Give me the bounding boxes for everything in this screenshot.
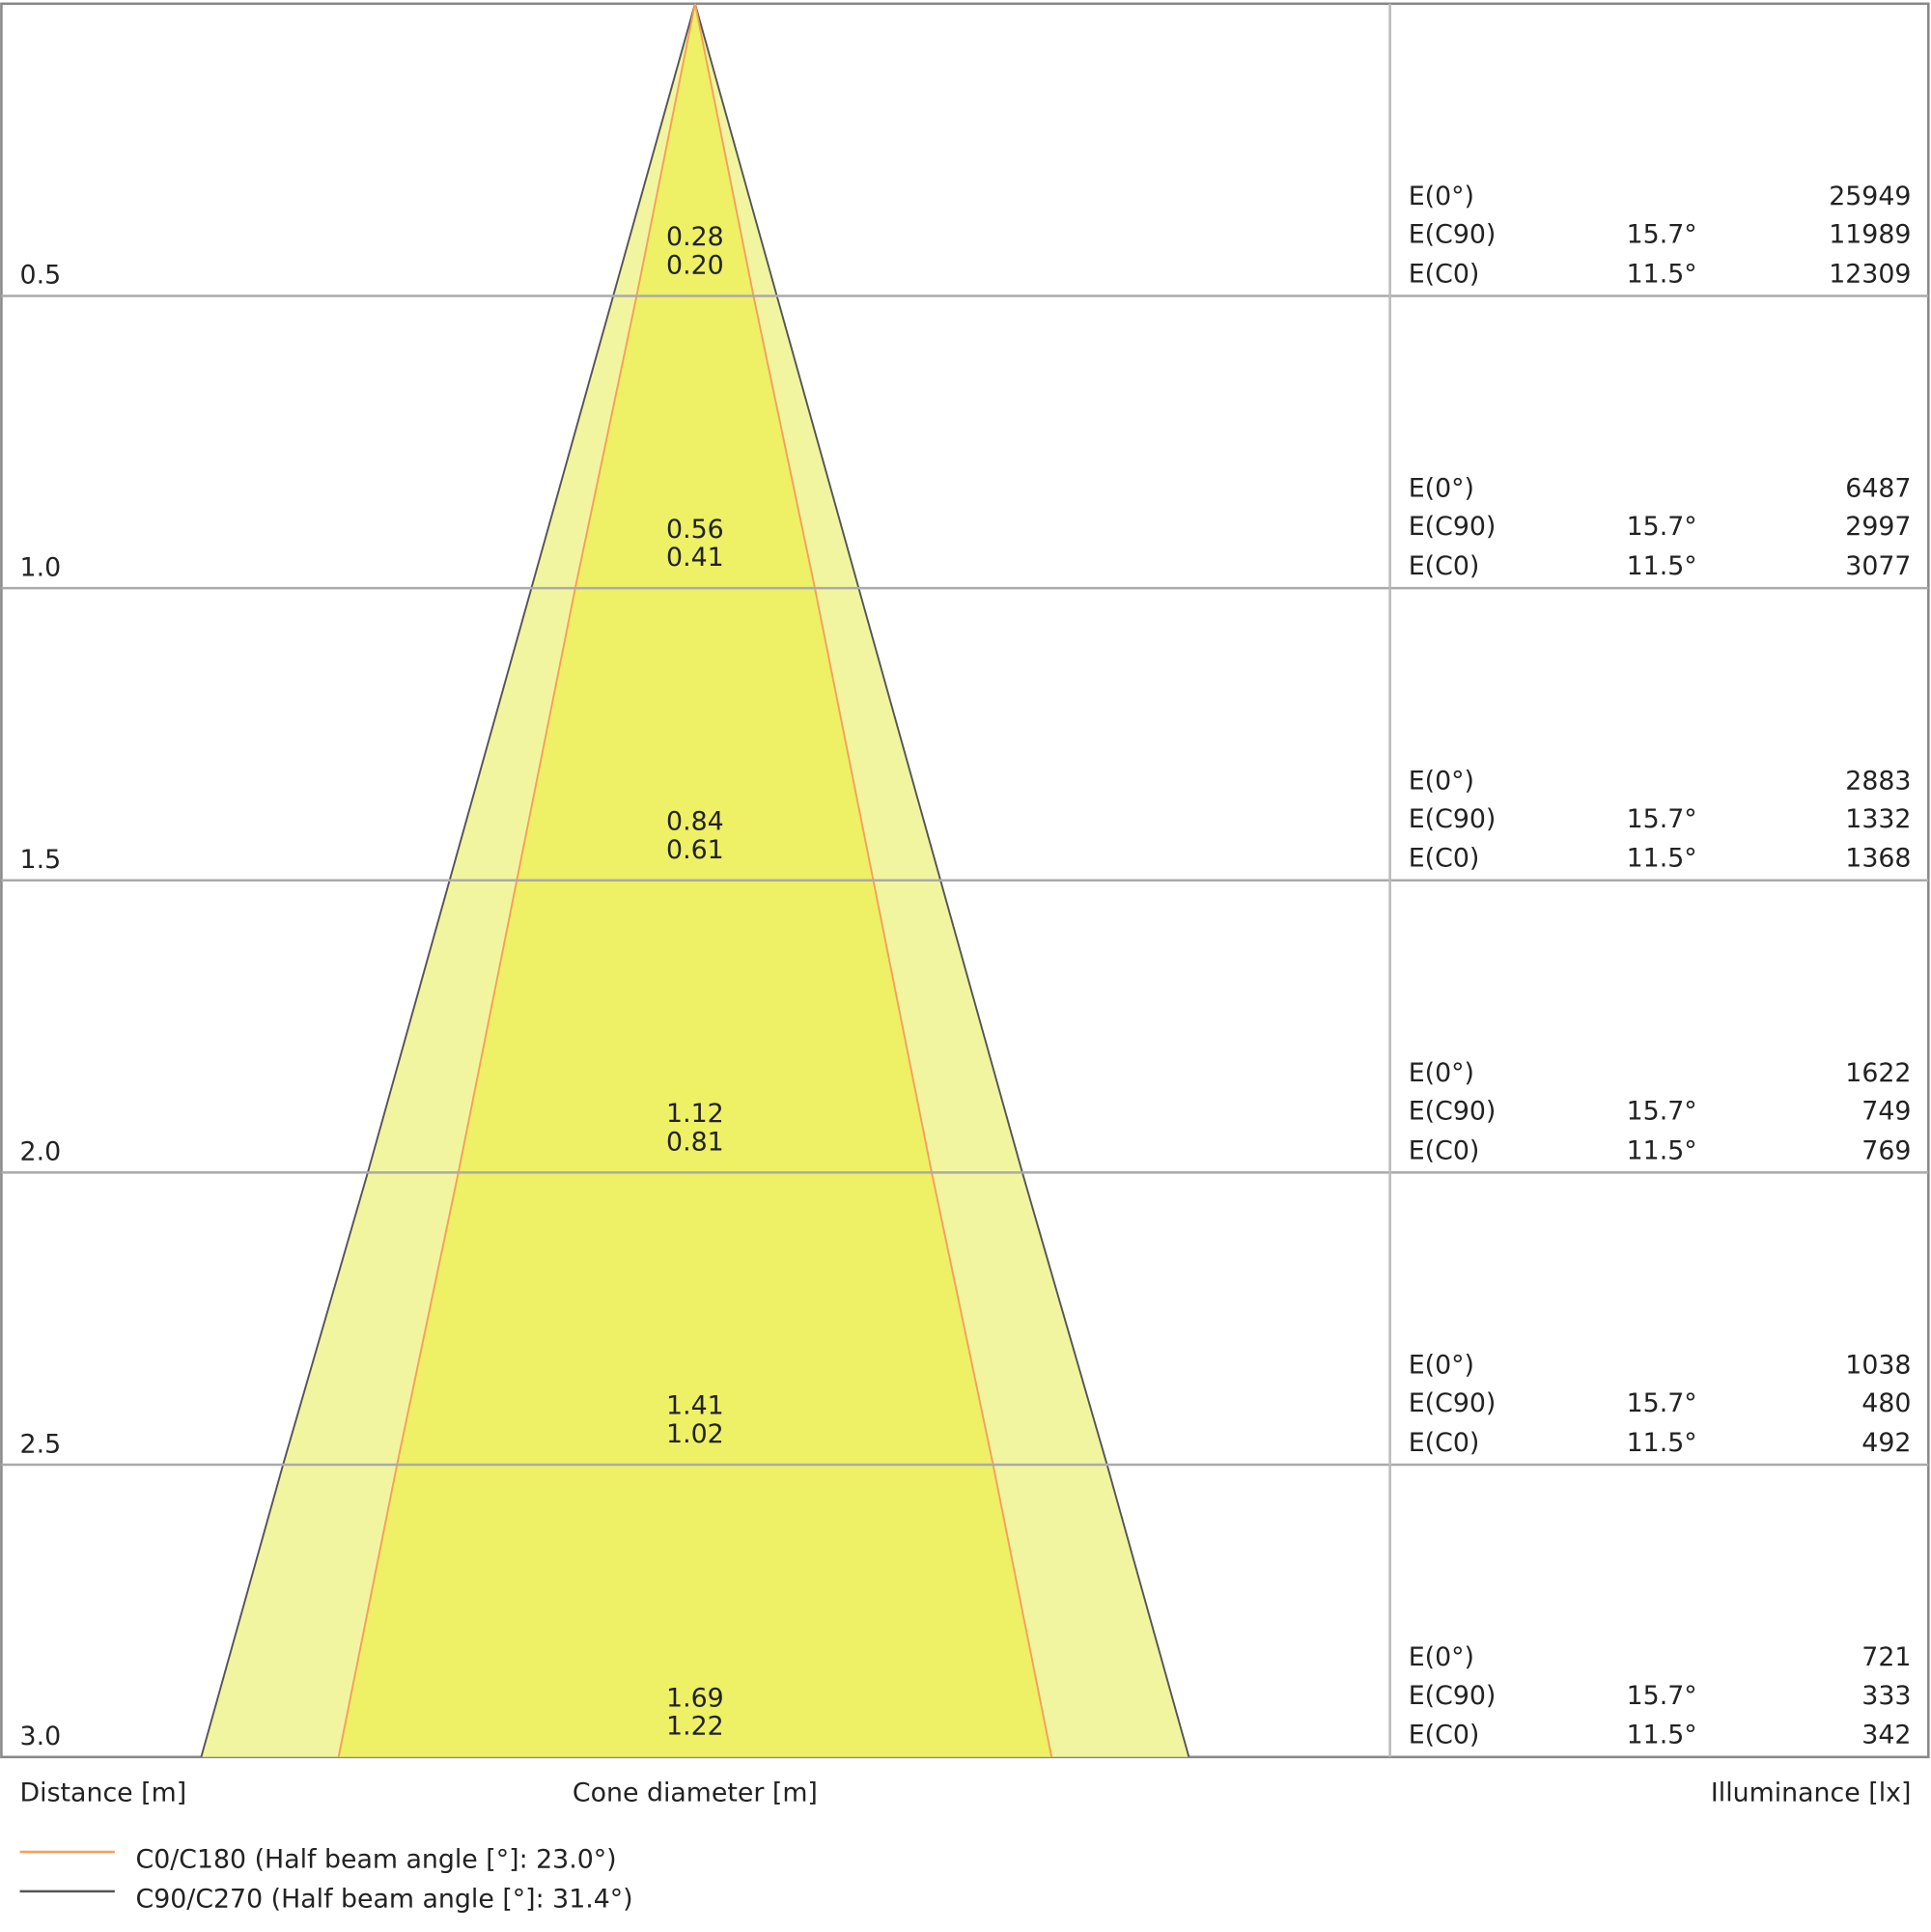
diameter-c0: 1.02 [666,1419,724,1449]
illuminance-label: Illuminance [lx] [1711,1778,1912,1808]
angle: 15.7° [1627,1681,1697,1711]
illuminance: 25949 [1829,182,1911,211]
illuminance: 721 [1861,1642,1911,1672]
diameter-c0: 0.61 [666,835,724,865]
illuminance: 480 [1861,1388,1911,1418]
row-label: E(C0) [1409,551,1480,581]
row-label: E(C0) [1409,1135,1480,1165]
row-label: E(C90) [1409,1388,1497,1418]
row-label: E(C0) [1409,1428,1480,1458]
row-label: E(C0) [1409,259,1480,289]
diameter-c90: 1.12 [666,1099,724,1129]
row-label: E(0°) [1409,182,1474,211]
angle: 15.7° [1627,512,1697,542]
illuminance: 769 [1861,1135,1911,1165]
row-label: E(C90) [1409,512,1497,542]
angle: 11.5° [1627,551,1697,581]
illuminance: 1332 [1845,804,1911,834]
diameter-c0: 0.41 [666,543,724,573]
row-label: E(0°) [1409,474,1474,504]
diameter-label: Cone diameter [m] [573,1778,818,1808]
distance-value: 3.0 [20,1722,62,1751]
illuminance: 492 [1861,1428,1911,1458]
angle: 15.7° [1627,220,1697,250]
row-label: E(C90) [1409,220,1497,250]
distance-value: 2.5 [20,1429,62,1459]
illuminance: 1622 [1845,1058,1911,1088]
grid [1,294,1929,1467]
illuminance: 1038 [1845,1351,1911,1381]
angle: 11.5° [1627,844,1697,874]
illuminance: 1368 [1845,844,1911,874]
distance-label: Distance [m] [20,1778,187,1808]
row-label: E(C90) [1409,1681,1497,1711]
row-label: E(C0) [1409,1721,1480,1750]
diameter-c90: 1.69 [666,1683,724,1713]
illuminance: 342 [1861,1721,1911,1750]
row-label: E(0°) [1409,766,1474,796]
illuminance: 6487 [1845,474,1911,504]
angle: 11.5° [1627,259,1697,289]
distance-value: 1.5 [20,845,62,875]
angle: 11.5° [1627,1428,1697,1458]
angle: 15.7° [1627,1388,1697,1418]
diameter-c0: 1.22 [666,1712,724,1742]
angle: 11.5° [1627,1135,1697,1165]
row-label: E(C0) [1409,844,1480,874]
distance-value: 2.0 [20,1137,62,1167]
row-label: E(0°) [1409,1642,1474,1672]
diameter-c90: 1.41 [666,1391,724,1421]
illuminance: 333 [1861,1681,1911,1711]
diameter-c90: 0.28 [666,222,724,252]
distance-value: 0.5 [20,261,62,291]
diameter-c0: 0.20 [666,250,724,280]
illuminance: 3077 [1845,551,1911,581]
legend-label: C90/C270 (Half beam angle [°]: 31.4°) [136,1884,633,1914]
diameter-c90: 0.56 [666,515,724,545]
illuminance: 12309 [1829,259,1911,289]
row-label: E(C90) [1409,1097,1497,1127]
diameter-c0: 0.81 [666,1127,724,1157]
angle: 15.7° [1627,804,1697,834]
distance-value: 1.0 [20,552,62,582]
angle: 11.5° [1627,1721,1697,1750]
illuminance: 749 [1861,1097,1911,1127]
row-label: E(0°) [1409,1058,1474,1088]
illuminance: 11989 [1829,220,1911,250]
illuminance: 2997 [1845,512,1911,542]
row-label: E(0°) [1409,1351,1474,1381]
row-label: E(C90) [1409,804,1497,834]
diameter-c90: 0.84 [666,806,724,836]
angle: 15.7° [1627,1097,1697,1127]
legend-label: C0/C180 (Half beam angle [°]: 23.0°) [136,1845,617,1875]
illuminance: 2883 [1845,766,1911,796]
